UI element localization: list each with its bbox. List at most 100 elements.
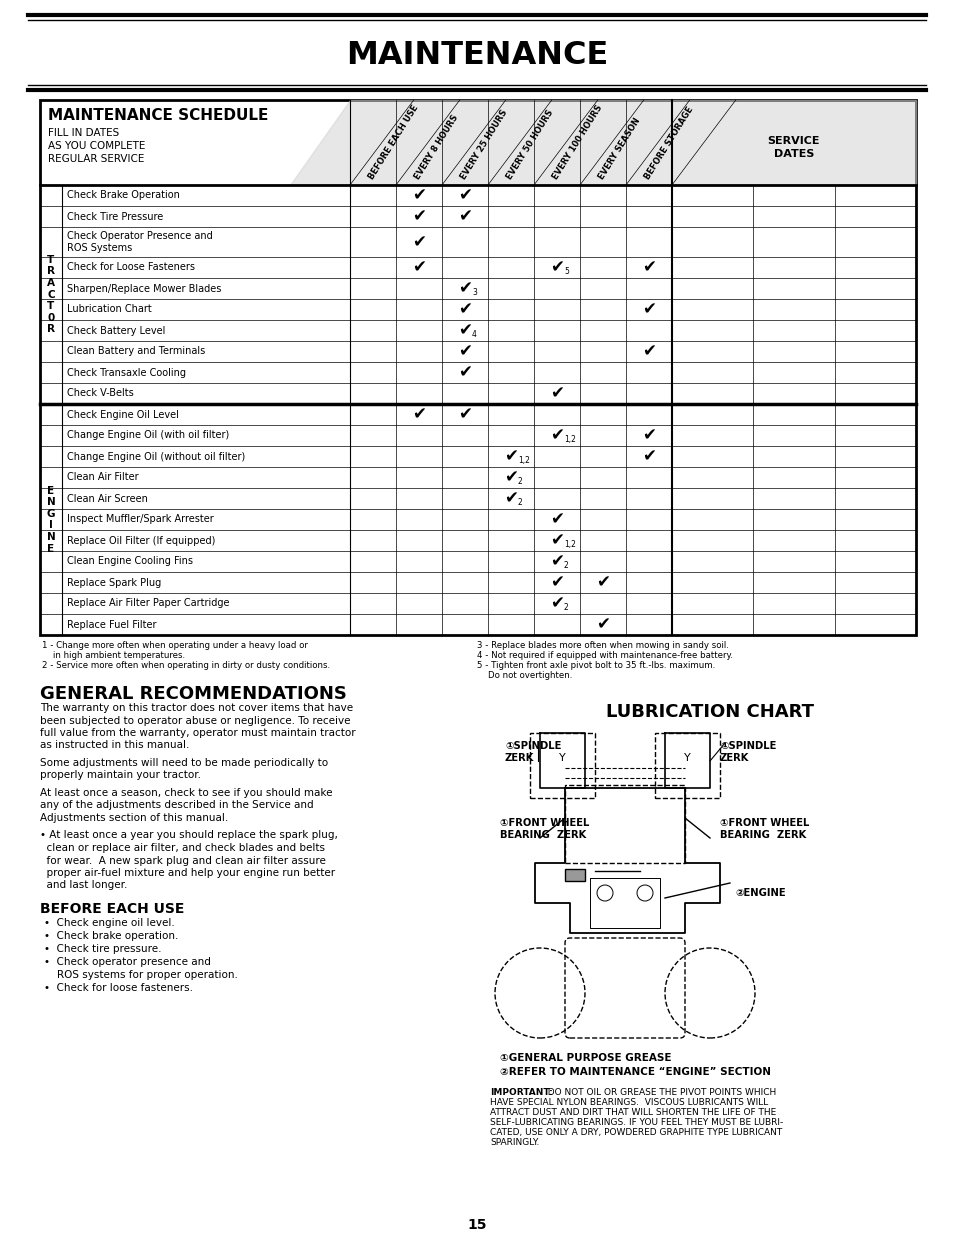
- Text: GENERAL RECOMMENDATIONS: GENERAL RECOMMENDATIONS: [40, 685, 347, 703]
- Text: MAINTENANCE: MAINTENANCE: [346, 40, 607, 70]
- Text: Check Engine Oil Level: Check Engine Oil Level: [67, 410, 179, 420]
- Text: ✔: ✔: [550, 426, 563, 445]
- Text: Y: Y: [683, 753, 690, 763]
- Text: ①FRONT WHEEL: ①FRONT WHEEL: [720, 818, 808, 827]
- Bar: [564, 869, 584, 881]
- Text: At least once a season, check to see if you should make: At least once a season, check to see if …: [40, 788, 333, 798]
- Bar: [530, 734, 595, 798]
- Text: ✔: ✔: [412, 233, 425, 251]
- Text: 2 - Service more often when operating in dirty or dusty conditions.: 2 - Service more often when operating in…: [42, 661, 330, 671]
- Bar: [40, 100, 915, 635]
- Text: Clean Air Screen: Clean Air Screen: [67, 494, 148, 504]
- Text: ✔: ✔: [503, 447, 517, 466]
- Text: BEFORE EACH USE: BEFORE EACH USE: [40, 902, 184, 916]
- Text: been subjected to operator abuse or negligence. To receive: been subjected to operator abuse or negl…: [40, 715, 350, 725]
- Text: BEARING  ZERK: BEARING ZERK: [499, 830, 586, 840]
- Text: ✔: ✔: [457, 342, 472, 361]
- Text: ATTRACT DUST AND DIRT THAT WILL SHORTEN THE LIFE OF THE: ATTRACT DUST AND DIRT THAT WILL SHORTEN …: [490, 1108, 776, 1116]
- Text: and last longer.: and last longer.: [40, 881, 128, 890]
- Text: ①GENERAL PURPOSE GREASE: ①GENERAL PURPOSE GREASE: [499, 1053, 671, 1063]
- Text: ✔: ✔: [412, 186, 425, 205]
- Text: ✔: ✔: [641, 258, 656, 277]
- Text: ✔: ✔: [550, 573, 563, 592]
- Text: ✔: ✔: [641, 426, 656, 445]
- Polygon shape: [291, 100, 915, 185]
- Text: 1,2: 1,2: [563, 435, 576, 445]
- Text: ✔: ✔: [503, 489, 517, 508]
- Text: ①SPINDLE: ①SPINDLE: [720, 741, 776, 751]
- Text: SELF-LUBRICATING BEARINGS. IF YOU FEEL THEY MUST BE LUBRI-: SELF-LUBRICATING BEARINGS. IF YOU FEEL T…: [490, 1118, 782, 1128]
- Text: •  Check engine oil level.: • Check engine oil level.: [44, 918, 174, 927]
- Text: ZERK: ZERK: [504, 753, 534, 763]
- Text: ✔: ✔: [457, 363, 472, 382]
- Text: Check Battery Level: Check Battery Level: [67, 326, 165, 336]
- Text: in high ambient temperatures.: in high ambient temperatures.: [42, 651, 185, 659]
- Text: ✔: ✔: [550, 384, 563, 403]
- Text: •  Check operator presence and: • Check operator presence and: [44, 957, 211, 967]
- Text: ✔: ✔: [457, 207, 472, 226]
- Text: as instructed in this manual.: as instructed in this manual.: [40, 741, 190, 751]
- Text: ✔: ✔: [550, 552, 563, 571]
- Text: The warranty on this tractor does not cover items that have: The warranty on this tractor does not co…: [40, 703, 353, 713]
- Text: BEFORE EACH USE: BEFORE EACH USE: [367, 104, 420, 182]
- Text: BEFORE STORAGE: BEFORE STORAGE: [642, 105, 695, 182]
- Text: CATED, USE ONLY A DRY, POWDERED GRAPHITE TYPE LUBRICANT: CATED, USE ONLY A DRY, POWDERED GRAPHITE…: [490, 1128, 781, 1137]
- Text: ✔: ✔: [503, 468, 517, 487]
- Text: BEARING  ZERK: BEARING ZERK: [720, 830, 805, 840]
- Text: 4: 4: [472, 330, 476, 338]
- Text: HAVE SPECIAL NYLON BEARINGS.  VISCOUS LUBRICANTS WILL: HAVE SPECIAL NYLON BEARINGS. VISCOUS LUB…: [490, 1098, 767, 1107]
- Text: EVERY 100 HOURS: EVERY 100 HOURS: [551, 104, 604, 182]
- Text: ①SPINDLE: ①SPINDLE: [504, 741, 560, 751]
- Text: MAINTENANCE SCHEDULE: MAINTENANCE SCHEDULE: [48, 107, 268, 124]
- Text: any of the adjustments described in the Service and: any of the adjustments described in the …: [40, 800, 314, 810]
- Text: ✔: ✔: [596, 573, 609, 592]
- Text: Change Engine Oil (without oil filter): Change Engine Oil (without oil filter): [67, 452, 245, 462]
- Text: IMPORTANT:: IMPORTANT:: [490, 1088, 552, 1097]
- Text: ②REFER TO MAINTENANCE “ENGINE” SECTION: ②REFER TO MAINTENANCE “ENGINE” SECTION: [499, 1067, 770, 1077]
- Text: ✔: ✔: [412, 405, 425, 424]
- Text: 2: 2: [563, 603, 568, 613]
- Text: FILL IN DATES
AS YOU COMPLETE
REGULAR SERVICE: FILL IN DATES AS YOU COMPLETE REGULAR SE…: [48, 128, 145, 164]
- Text: 3: 3: [472, 288, 476, 296]
- Text: ✔: ✔: [641, 300, 656, 319]
- Text: Inspect Muffler/Spark Arrester: Inspect Muffler/Spark Arrester: [67, 515, 213, 525]
- Text: ②ENGINE: ②ENGINE: [734, 888, 785, 898]
- Text: Adjustments section of this manual.: Adjustments section of this manual.: [40, 813, 228, 823]
- Text: EVERY 50 HOURS: EVERY 50 HOURS: [505, 109, 555, 182]
- Text: Check Transaxle Cooling: Check Transaxle Cooling: [67, 368, 186, 378]
- Text: ✔: ✔: [457, 279, 472, 298]
- Text: ZERK: ZERK: [720, 753, 749, 763]
- Text: T
R
A
C
T
0
R: T R A C T 0 R: [47, 254, 55, 335]
- Text: Sharpen/Replace Mower Blades: Sharpen/Replace Mower Blades: [67, 284, 221, 294]
- Text: 3 - Replace blades more often when mowing in sandy soil.: 3 - Replace blades more often when mowin…: [476, 641, 728, 650]
- Text: proper air-fuel mixture and help your engine run better: proper air-fuel mixture and help your en…: [40, 868, 335, 878]
- Text: 2: 2: [517, 498, 522, 508]
- Text: ✔: ✔: [550, 594, 563, 613]
- Text: ✔: ✔: [596, 615, 609, 634]
- Text: Check for Loose Fasteners: Check for Loose Fasteners: [67, 263, 194, 273]
- Text: EVERY 25 HOURS: EVERY 25 HOURS: [459, 109, 509, 182]
- Text: 2: 2: [517, 477, 522, 487]
- Text: Clean Engine Cooling Fins: Clean Engine Cooling Fins: [67, 557, 193, 567]
- Text: ✔: ✔: [550, 531, 563, 550]
- Text: EVERY 8 HOURS: EVERY 8 HOURS: [413, 114, 460, 182]
- Text: Replace Fuel Filter: Replace Fuel Filter: [67, 620, 156, 630]
- Text: 15: 15: [467, 1218, 486, 1233]
- Text: SERVICE
DATES: SERVICE DATES: [767, 136, 820, 159]
- Text: clean or replace air filter, and check blades and belts: clean or replace air filter, and check b…: [40, 844, 325, 853]
- Text: •  Check tire pressure.: • Check tire pressure.: [44, 944, 161, 953]
- Text: ✔: ✔: [550, 258, 563, 277]
- Text: DO NOT OIL OR GREASE THE PIVOT POINTS WHICH: DO NOT OIL OR GREASE THE PIVOT POINTS WH…: [541, 1088, 776, 1097]
- Bar: [564, 785, 684, 863]
- Text: EVERY SEASON: EVERY SEASON: [597, 116, 641, 182]
- Text: Replace Air Filter Paper Cartridge: Replace Air Filter Paper Cartridge: [67, 599, 230, 609]
- Text: Check Operator Presence and
ROS Systems: Check Operator Presence and ROS Systems: [67, 231, 213, 253]
- Text: ✔: ✔: [641, 342, 656, 361]
- Text: Replace Spark Plug: Replace Spark Plug: [67, 578, 161, 588]
- Text: 5 - Tighten front axle pivot bolt to 35 ft.-lbs. maximum.: 5 - Tighten front axle pivot bolt to 35 …: [476, 661, 715, 671]
- Text: 1 - Change more often when operating under a heavy load or: 1 - Change more often when operating und…: [42, 641, 308, 650]
- Bar: [655, 734, 720, 798]
- Text: ✔: ✔: [550, 510, 563, 529]
- Text: ✔: ✔: [412, 207, 425, 226]
- Text: ✔: ✔: [457, 321, 472, 340]
